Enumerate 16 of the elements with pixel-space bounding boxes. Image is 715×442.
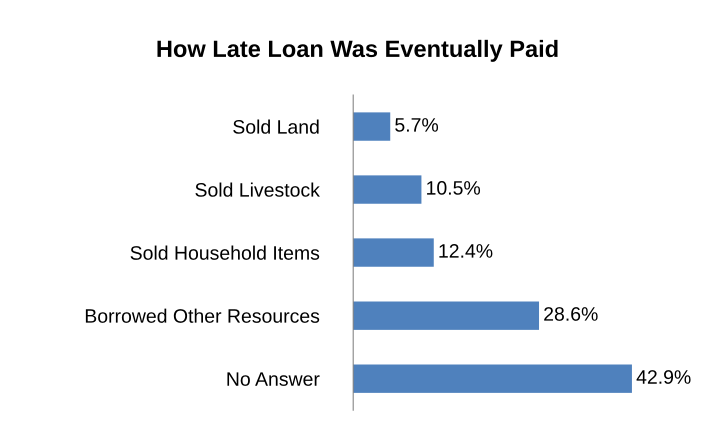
- y-tick-label: Sold Land: [233, 120, 319, 134]
- bar: [353, 112, 390, 141]
- bar: [353, 301, 540, 330]
- data-label: 28.6%: [544, 307, 598, 321]
- y-tick-label: Sold Livestock: [195, 182, 320, 197]
- data-label: 12.4%: [439, 244, 492, 258]
- data-label: 42.9%: [636, 370, 691, 384]
- data-label: 5.7%: [395, 118, 438, 132]
- y-tick-label: Borrowed Other Resources: [86, 308, 320, 323]
- chart-title: How Late Loan Was Eventually Paid: [157, 40, 558, 62]
- bar: [353, 175, 422, 204]
- y-tick-label: Sold Household Items: [130, 246, 320, 260]
- bar: [353, 238, 434, 267]
- bar: [353, 364, 632, 393]
- y-tick-label: No Answer: [227, 372, 320, 386]
- data-label: 10.5%: [427, 181, 480, 195]
